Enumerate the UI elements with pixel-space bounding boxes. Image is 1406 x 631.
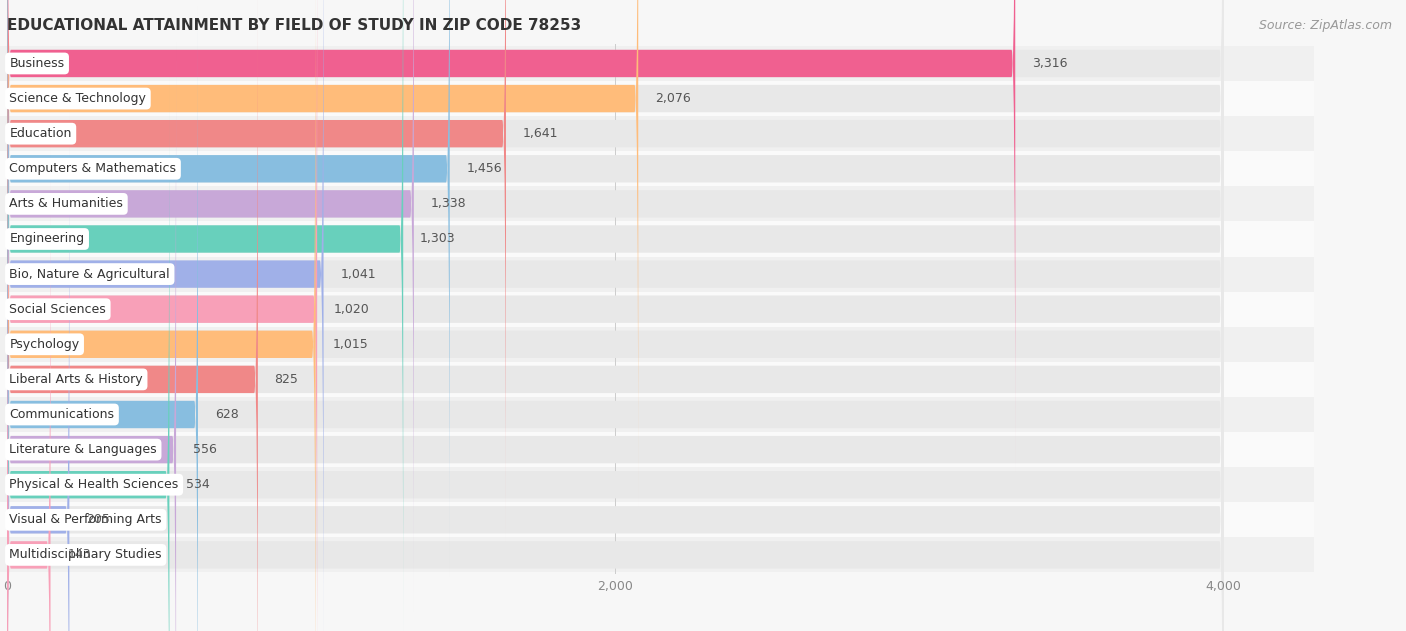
Text: Multidisciplinary Studies: Multidisciplinary Studies [10, 548, 162, 562]
FancyBboxPatch shape [0, 432, 1315, 467]
FancyBboxPatch shape [7, 0, 315, 631]
Text: 628: 628 [215, 408, 239, 421]
FancyBboxPatch shape [0, 538, 1315, 572]
Text: Physical & Health Sciences: Physical & Health Sciences [10, 478, 179, 491]
FancyBboxPatch shape [7, 0, 404, 631]
Text: 1,041: 1,041 [340, 268, 375, 281]
FancyBboxPatch shape [7, 42, 176, 631]
Text: 1,020: 1,020 [333, 303, 370, 316]
FancyBboxPatch shape [7, 0, 1015, 471]
Text: Computers & Mathematics: Computers & Mathematics [10, 162, 177, 175]
FancyBboxPatch shape [0, 81, 1315, 116]
FancyBboxPatch shape [7, 0, 1223, 631]
FancyBboxPatch shape [0, 362, 1315, 397]
FancyBboxPatch shape [7, 0, 1223, 611]
Text: 1,015: 1,015 [332, 338, 368, 351]
Text: 556: 556 [193, 443, 217, 456]
Text: 2,076: 2,076 [655, 92, 690, 105]
Text: Engineering: Engineering [10, 232, 84, 245]
Text: Psychology: Psychology [10, 338, 80, 351]
Text: Social Sciences: Social Sciences [10, 303, 107, 316]
FancyBboxPatch shape [7, 0, 318, 631]
FancyBboxPatch shape [0, 397, 1315, 432]
Text: Visual & Performing Arts: Visual & Performing Arts [10, 513, 162, 526]
Text: 143: 143 [67, 548, 91, 562]
FancyBboxPatch shape [7, 0, 506, 541]
FancyBboxPatch shape [0, 186, 1315, 221]
FancyBboxPatch shape [7, 42, 1223, 631]
FancyBboxPatch shape [7, 0, 638, 506]
Text: EDUCATIONAL ATTAINMENT BY FIELD OF STUDY IN ZIP CODE 78253: EDUCATIONAL ATTAINMENT BY FIELD OF STUDY… [7, 18, 581, 33]
Text: 534: 534 [186, 478, 209, 491]
FancyBboxPatch shape [7, 0, 1223, 576]
FancyBboxPatch shape [7, 148, 1223, 631]
FancyBboxPatch shape [7, 77, 1223, 631]
FancyBboxPatch shape [7, 0, 1223, 541]
Text: Science & Technology: Science & Technology [10, 92, 146, 105]
FancyBboxPatch shape [7, 0, 257, 631]
FancyBboxPatch shape [0, 292, 1315, 327]
Text: 825: 825 [274, 373, 298, 386]
FancyBboxPatch shape [7, 0, 1223, 631]
FancyBboxPatch shape [7, 148, 51, 631]
FancyBboxPatch shape [7, 112, 69, 631]
FancyBboxPatch shape [0, 502, 1315, 538]
FancyBboxPatch shape [0, 257, 1315, 292]
Text: Liberal Arts & History: Liberal Arts & History [10, 373, 143, 386]
FancyBboxPatch shape [7, 0, 1223, 631]
FancyBboxPatch shape [7, 7, 198, 631]
Text: Business: Business [10, 57, 65, 70]
FancyBboxPatch shape [7, 0, 1223, 631]
Text: 1,456: 1,456 [467, 162, 502, 175]
FancyBboxPatch shape [7, 7, 1223, 631]
Text: 1,338: 1,338 [430, 198, 467, 210]
FancyBboxPatch shape [7, 0, 413, 611]
Text: Arts & Humanities: Arts & Humanities [10, 198, 124, 210]
FancyBboxPatch shape [0, 46, 1315, 81]
FancyBboxPatch shape [7, 0, 1223, 506]
Text: Source: ZipAtlas.com: Source: ZipAtlas.com [1258, 19, 1392, 32]
FancyBboxPatch shape [7, 0, 1223, 471]
Text: 1,303: 1,303 [420, 232, 456, 245]
FancyBboxPatch shape [7, 112, 1223, 631]
FancyBboxPatch shape [0, 116, 1315, 151]
Text: Literature & Languages: Literature & Languages [10, 443, 157, 456]
Text: Education: Education [10, 127, 72, 140]
Text: Bio, Nature & Agricultural: Bio, Nature & Agricultural [10, 268, 170, 281]
FancyBboxPatch shape [7, 0, 323, 631]
FancyBboxPatch shape [0, 467, 1315, 502]
Text: 3,316: 3,316 [1032, 57, 1067, 70]
FancyBboxPatch shape [7, 0, 1223, 631]
FancyBboxPatch shape [7, 77, 169, 631]
Text: 1,641: 1,641 [523, 127, 558, 140]
Text: 205: 205 [86, 513, 110, 526]
FancyBboxPatch shape [7, 0, 450, 576]
FancyBboxPatch shape [0, 221, 1315, 257]
Text: Communications: Communications [10, 408, 114, 421]
FancyBboxPatch shape [0, 151, 1315, 186]
FancyBboxPatch shape [0, 327, 1315, 362]
